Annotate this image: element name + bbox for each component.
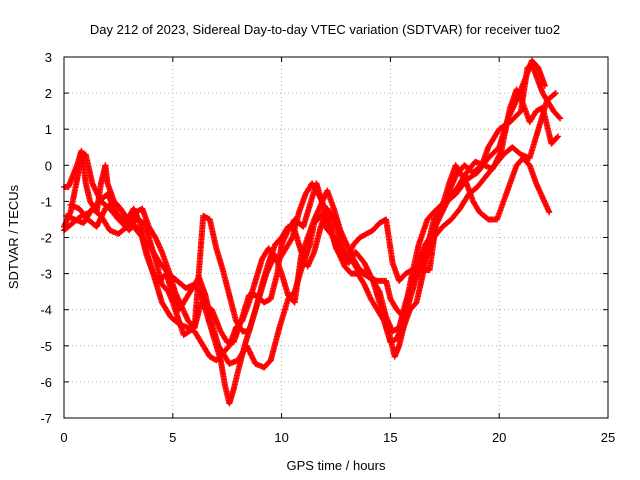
- x-tick-label: 5: [169, 430, 176, 445]
- y-tick-label: -1: [40, 194, 52, 209]
- x-tick-label: 25: [601, 430, 615, 445]
- data-point: [554, 134, 561, 141]
- chart-title: Day 212 of 2023, Sidereal Day-to-day VTE…: [90, 22, 560, 37]
- y-tick-label: -5: [40, 339, 52, 354]
- y-tick-label: -6: [40, 375, 52, 390]
- series-track-a: [61, 61, 564, 346]
- y-tick-label: -2: [40, 231, 52, 246]
- data-point: [551, 91, 558, 98]
- data-point: [541, 82, 548, 89]
- series-track-e: [67, 86, 561, 357]
- x-tick-label: 15: [383, 430, 397, 445]
- data-point: [557, 115, 564, 122]
- y-tick-label: 1: [45, 122, 52, 137]
- data-point: [554, 133, 561, 140]
- y-tick-label: 3: [45, 50, 52, 65]
- y-tick-label: -3: [40, 267, 52, 282]
- data-point: [552, 90, 559, 97]
- y-tick-label: -7: [40, 411, 52, 426]
- y-tick-label: -4: [40, 303, 52, 318]
- y-axis-label: SDTVAR / TECUs: [6, 184, 21, 289]
- x-tick-label: 0: [60, 430, 67, 445]
- tick-labels: 0 5 10 15 20 25 -7 -6 -5 -4 -3 -2 -1 0 1 2 3: [40, 50, 615, 445]
- x-tick-label: 10: [274, 430, 288, 445]
- y-tick-label: 0: [45, 158, 52, 173]
- data-point: [546, 209, 553, 216]
- data-point: [556, 114, 563, 121]
- x-tick-label: 20: [492, 430, 506, 445]
- plot-frame: [63, 56, 609, 419]
- y-tick-label: 2: [45, 86, 52, 101]
- plot-area: [61, 57, 564, 407]
- x-axis-label: GPS time / hours: [287, 458, 386, 473]
